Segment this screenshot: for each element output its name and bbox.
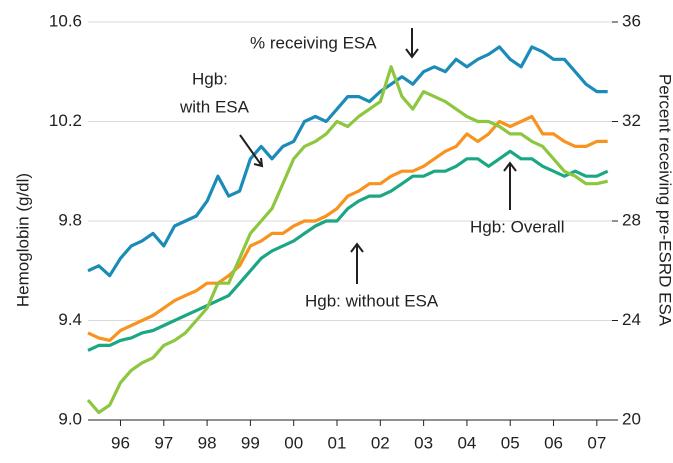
arrow [405, 28, 419, 59]
x-tick-label: 04 [457, 433, 476, 452]
series-line [87, 45, 608, 278]
y-tick-label: 9.4 [58, 310, 82, 329]
x-tick-label: 07 [587, 433, 606, 452]
x-tick-label: 02 [371, 433, 390, 452]
y2-tick-label: 36 [622, 11, 641, 30]
x-tick-label: 97 [154, 433, 173, 452]
annotation: with ESA [179, 97, 250, 116]
y-axis-label: Hemoglobin (g/dl) [13, 173, 32, 307]
annotation: Hgb: without ESA [305, 291, 439, 310]
y-tick-label: 9.8 [58, 210, 82, 229]
y2-tick-label: 32 [622, 111, 641, 130]
x-tick-label: 06 [544, 433, 563, 452]
x-tick-label: 03 [414, 433, 433, 452]
arrow [239, 134, 264, 168]
plot: 9.0 9.4 9.8 10.2 10.6 20 24 28 32 36 96 97 98 99 00 01 0… [49, 11, 641, 452]
x-tick-label: 05 [501, 433, 520, 452]
series-line [86, 65, 609, 415]
y-tick-label: 10.6 [49, 11, 82, 30]
y2-tick-label: 28 [622, 210, 641, 229]
annotation: Hgb: Overall [470, 217, 564, 236]
y2-axis-label: Percent receiving pre-ESRD ESA [656, 74, 673, 327]
x-tick-label: 96 [111, 433, 130, 452]
arrow [350, 242, 364, 284]
x-tick-label: 98 [198, 433, 217, 452]
y2-tick-label: 24 [622, 310, 641, 329]
x-tick-label: 00 [284, 433, 303, 452]
y2-tick-label: 20 [622, 409, 641, 428]
annotation: % receiving ESA [250, 33, 377, 52]
x-tick-label: 01 [328, 433, 347, 452]
y-tick-label: 10.2 [49, 111, 82, 130]
arrow [503, 161, 517, 210]
annotation: Hgb: [192, 69, 228, 88]
series-line [87, 114, 608, 342]
series-line [87, 149, 609, 352]
x-tick-label: 99 [241, 433, 260, 452]
y-tick-label: 9.0 [58, 409, 82, 428]
